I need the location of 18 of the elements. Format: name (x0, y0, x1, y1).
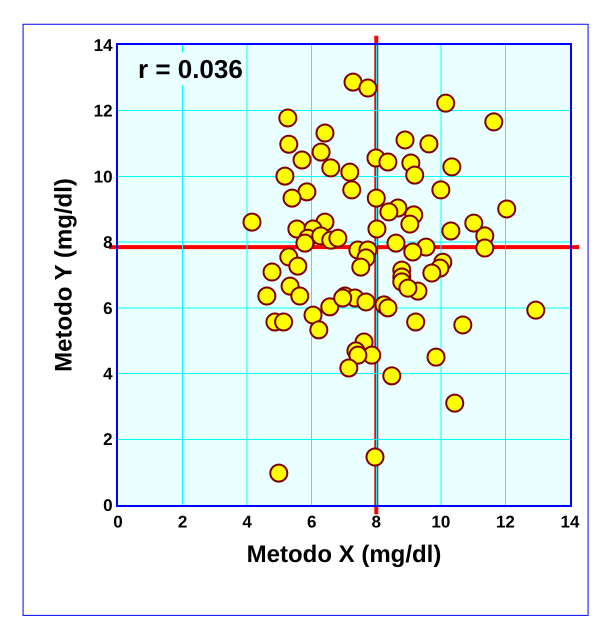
x-tick-label: 2 (178, 512, 188, 532)
y-tick-label: 6 (103, 298, 113, 318)
y-tick-label: 12 (94, 102, 113, 121)
x-tick-label: 12 (496, 512, 515, 532)
x-tick-label: 8 (372, 512, 382, 532)
x-axis-title: Metodo X (mg/dl) (246, 541, 442, 568)
y-tick-label: 10 (94, 167, 113, 186)
y-tick-label: 4 (103, 364, 114, 384)
x-tick-label: 6 (306, 512, 316, 532)
x-tick-label: 14 (560, 512, 580, 532)
x-tick-label: 10 (431, 512, 450, 532)
y-tick-label: 14 (94, 36, 114, 55)
y-tick-label: 0 (103, 496, 113, 515)
y-axis-title: Metodo Y (mg/dl) (50, 178, 78, 372)
x-tick-label: 4 (242, 512, 252, 532)
y-tick-label: 2 (103, 430, 113, 450)
annotation: r = 0.036 (138, 54, 243, 84)
y-tick-label: 8 (103, 233, 113, 252)
